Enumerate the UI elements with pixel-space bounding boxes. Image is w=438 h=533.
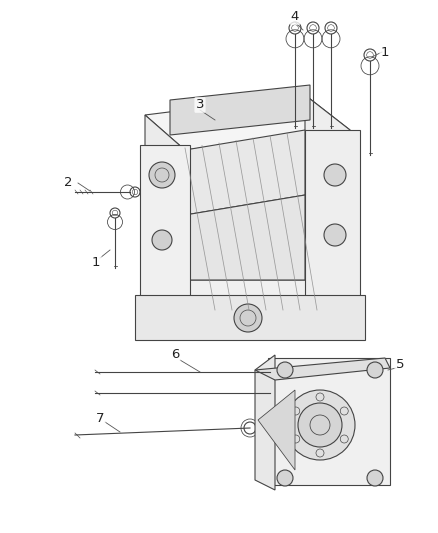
Polygon shape [258, 390, 295, 470]
Polygon shape [305, 130, 360, 320]
Circle shape [285, 390, 355, 460]
Polygon shape [185, 195, 305, 280]
Text: 1: 1 [92, 255, 100, 269]
Text: 7: 7 [96, 411, 104, 424]
Circle shape [277, 470, 293, 486]
Polygon shape [135, 295, 365, 340]
Circle shape [149, 162, 175, 188]
Text: 1: 1 [381, 45, 389, 59]
Text: 4: 4 [291, 11, 299, 23]
Circle shape [367, 362, 383, 378]
Circle shape [324, 224, 346, 246]
Text: 3: 3 [196, 99, 204, 111]
Polygon shape [255, 358, 390, 380]
Polygon shape [140, 145, 190, 300]
Polygon shape [170, 85, 310, 135]
Text: 6: 6 [171, 349, 179, 361]
Polygon shape [145, 260, 355, 310]
Circle shape [324, 164, 346, 186]
Circle shape [277, 362, 293, 378]
Polygon shape [145, 95, 350, 150]
Text: 2: 2 [64, 176, 72, 190]
Polygon shape [255, 355, 275, 490]
Text: 5: 5 [396, 359, 404, 372]
Polygon shape [268, 358, 390, 485]
Circle shape [298, 403, 342, 447]
Polygon shape [185, 130, 305, 215]
Circle shape [367, 470, 383, 486]
Polygon shape [145, 115, 185, 310]
Polygon shape [305, 95, 355, 310]
Circle shape [234, 304, 262, 332]
Circle shape [152, 230, 172, 250]
